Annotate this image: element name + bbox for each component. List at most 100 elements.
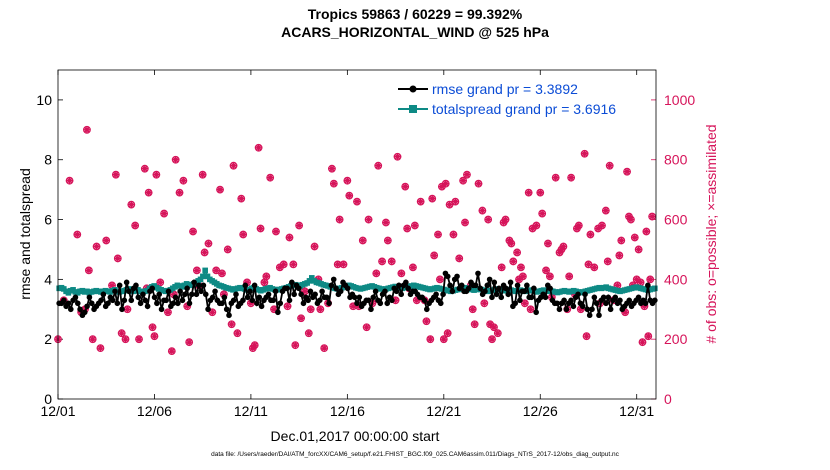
rmse-point — [286, 297, 293, 304]
y-tick-label: 8 — [44, 152, 52, 168]
obs-assimilated-marker — [314, 275, 323, 283]
rmse-point — [547, 285, 553, 292]
rmse-point — [289, 279, 295, 286]
obs-assimilated-marker — [546, 272, 554, 280]
rmse-point — [277, 300, 284, 307]
obs-assimilated-marker — [307, 305, 315, 313]
x-tick-label: 12/06 — [137, 403, 172, 419]
totalspread-point — [309, 275, 315, 281]
obs-assimilated-marker — [525, 189, 533, 197]
obs-assimilated-marker — [239, 230, 247, 239]
obs-assimilated-marker — [183, 302, 191, 310]
rmse-point — [424, 306, 430, 313]
obs-assimilated-marker — [440, 335, 448, 343]
rmse-point — [191, 279, 197, 286]
legend: rmse grand pr = 3.3892 totalspread grand… — [398, 81, 616, 117]
rmse-point — [652, 297, 658, 304]
obs-assimilated-marker — [436, 275, 444, 283]
obs-assimilated-marker — [617, 236, 625, 245]
obs-assimilated-marker — [384, 236, 392, 245]
obs-assimilated-marker — [374, 162, 382, 170]
obs-assimilated-marker — [249, 344, 257, 352]
rmse-point — [265, 291, 272, 298]
rmse-point — [205, 306, 211, 313]
footnote: data file: /Users/raeder/DAI/ATM_forcXX/… — [211, 451, 619, 458]
obs-assimilated-marker — [83, 126, 91, 134]
rmse-point — [503, 285, 509, 292]
rmse-point — [212, 288, 218, 295]
rmse-point — [121, 297, 128, 304]
obs-assimilated-marker — [297, 314, 305, 322]
y2-tick-label: 200 — [664, 331, 688, 347]
obs-assimilated-marker — [135, 335, 143, 343]
obs-assimilated-marker — [243, 278, 251, 286]
x-tick-label: 12/21 — [426, 403, 461, 419]
rmse-point — [626, 297, 633, 304]
rmse-point — [177, 288, 183, 295]
y-tick-label: 0 — [44, 391, 52, 407]
rmse-point — [437, 300, 444, 307]
obs-assimilated-marker — [131, 221, 139, 230]
rmse-point — [142, 297, 149, 304]
rmse-point — [137, 300, 144, 307]
x-tick-label: 12/01 — [40, 403, 75, 419]
obs-assimilated-marker — [434, 230, 442, 239]
rmse-point — [154, 300, 160, 307]
obs-assimilated-marker — [444, 329, 452, 337]
rmse-point — [582, 291, 588, 298]
obs-assimilated-marker — [65, 177, 74, 185]
obs-assimilated-marker — [478, 206, 486, 215]
rmse-point — [393, 288, 400, 295]
obs-assimilated-marker — [262, 272, 270, 280]
obs-assimilated-marker — [480, 299, 488, 307]
x-tick-label: 12/31 — [619, 403, 654, 419]
rmse-point — [433, 291, 439, 298]
obs-assimilated-marker — [353, 198, 361, 206]
rmse-point — [307, 288, 314, 295]
obs-assimilated-marker — [164, 308, 172, 316]
rmse-point — [491, 279, 498, 286]
obs-assimilated-marker — [573, 224, 581, 233]
obs-assimilated-marker — [291, 341, 299, 349]
obs-assimilated-marker — [577, 305, 585, 313]
rmse-point — [226, 312, 232, 319]
obs-assimilated-marker — [156, 278, 164, 286]
obs-assimilated-marker — [542, 266, 550, 274]
rmse-point — [542, 294, 549, 301]
obs-assimilated-marker — [422, 317, 431, 325]
obs-assimilated-marker — [644, 332, 652, 340]
obs-assimilated-marker — [179, 177, 187, 185]
y2-tick-label: 0 — [664, 391, 672, 407]
rmse-point — [344, 285, 351, 292]
rmse-point — [533, 309, 539, 316]
obs-assimilated-marker — [283, 302, 292, 310]
obs-assimilated-marker — [193, 266, 201, 274]
obs-assimilated-marker — [557, 245, 566, 254]
rmse-point — [123, 279, 130, 286]
obs-assimilated-marker — [528, 224, 537, 233]
obs-assimilated-marker — [148, 323, 157, 331]
obs-assimilated-marker — [272, 227, 280, 236]
obs-assimilated-marker — [623, 168, 631, 176]
obs-assimilated-marker — [575, 221, 583, 230]
rmse-point — [114, 300, 121, 307]
obs-assimilated-marker — [625, 212, 633, 221]
rmse-point — [579, 303, 586, 310]
rmse-point — [256, 294, 263, 301]
obs-assimilated-marker — [330, 180, 338, 188]
obs-assimilated-marker — [316, 305, 324, 313]
obs-assimilated-marker — [640, 302, 649, 310]
obs-assimilated-marker — [648, 212, 656, 221]
obs-assimilated-marker — [552, 174, 560, 182]
rmse-point — [112, 288, 118, 295]
obs-assimilated-marker — [266, 174, 274, 182]
obs-assimilated-marker — [212, 266, 220, 274]
obs-assimilated-marker — [519, 272, 527, 280]
chart-svg: 0 2 4 6 8 10 0 200 400 600 800 1000 12/01 12/06 12/11 1… — [17, 69, 719, 444]
obs-assimilated-marker — [536, 189, 544, 197]
obs-assimilated-marker — [89, 335, 97, 343]
obs-assimilated-marker — [582, 332, 591, 340]
rmse-point — [323, 294, 330, 301]
rmse-point — [568, 297, 574, 304]
rmse-point — [498, 294, 505, 301]
